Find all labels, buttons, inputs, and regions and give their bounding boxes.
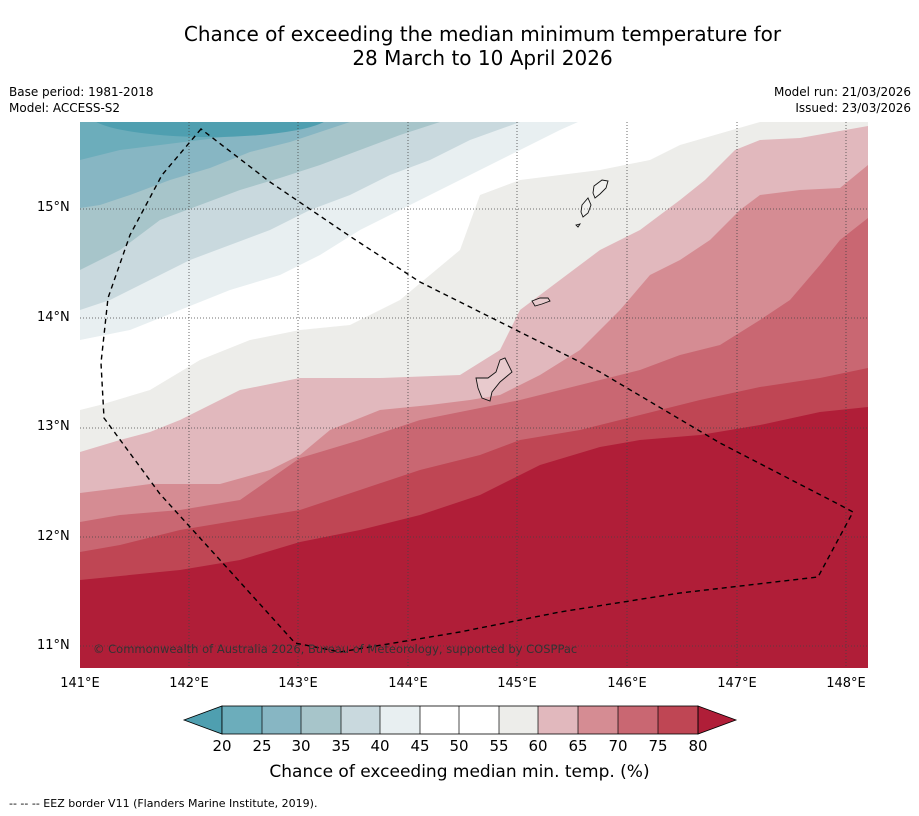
grid-lines (80, 122, 868, 668)
colorbar (182, 705, 738, 735)
colorbar-tick-label: 40 (370, 737, 390, 755)
island-tinian (580, 197, 592, 218)
colorbar-swatch-40-45 (380, 706, 420, 734)
island-aguijan (575, 223, 582, 228)
colorbar-tick-label: 75 (648, 737, 668, 755)
lon-tick-label: 147°E (717, 676, 757, 691)
band-below-20 (96, 122, 324, 137)
lon-tick-label: 142°E (169, 676, 209, 691)
colorbar-swatch-75-80 (658, 706, 698, 734)
colorbar-tick-label: 70 (608, 737, 628, 755)
colorbar-tick-label: 80 (688, 737, 708, 755)
colorbar-tick-label: 65 (568, 737, 588, 755)
lon-tick-label: 148°E (826, 676, 866, 691)
copyright-notice: © Commonwealth of Australia 2026, Bureau… (93, 642, 578, 656)
lat-tick-label: 14°N (37, 310, 70, 325)
eez-border (100, 128, 854, 653)
colorbar-tick-label: 30 (291, 737, 311, 755)
colorbar-tick-label: 60 (528, 737, 548, 755)
meta-right: Model run: 21/03/2026 Issued: 23/03/2026 (774, 84, 911, 116)
colorbar-swatch-45-50 (420, 706, 459, 734)
colorbar-title: Chance of exceeding median min. temp. (%… (269, 762, 650, 782)
lon-tick-label: 146°E (607, 676, 647, 691)
colorbar-tick-label: 25 (252, 737, 272, 755)
lat-tick-label: 11°N (37, 638, 70, 653)
model-name: Model: ACCESS-S2 (9, 101, 121, 115)
colorbar-tick-label: 50 (449, 737, 469, 755)
colorbar-swatch-60-65 (538, 706, 578, 734)
colorbar-swatch-30-35 (301, 706, 341, 734)
colorbar-tick-label: 20 (212, 737, 232, 755)
meta-left: Base period: 1981-2018 Model: ACCESS-S2 (9, 84, 154, 116)
colorbar-swatch-65-70 (578, 706, 618, 734)
colorbar-tick-label: 45 (410, 737, 430, 755)
lon-tick-label: 144°E (388, 676, 428, 691)
lat-tick-label: 12°N (37, 529, 70, 544)
colorbar-outline (221, 705, 699, 735)
islands (475, 179, 609, 402)
lat-tick-label: 15°N (37, 200, 70, 215)
colorbar-swatch-55-60 (499, 706, 538, 734)
colorbar-tick-label: 35 (331, 737, 351, 755)
island-guam (475, 357, 513, 402)
title-line-2: 28 March to 10 April 2026 (352, 46, 613, 70)
lon-tick-label: 141°E (60, 676, 100, 691)
lat-tick-label: 13°N (37, 419, 70, 434)
lon-tick-label: 145°E (497, 676, 537, 691)
eez-footnote: -- -- -- EEZ border V11 (Flanders Marine… (9, 797, 318, 810)
issued-date: Issued: 23/03/2026 (795, 101, 911, 115)
colorbar-swatch-70-75 (618, 706, 658, 734)
map-panel (80, 122, 868, 668)
colorbar-swatch-20-25 (222, 706, 262, 734)
colorbar-dividers (261, 706, 659, 734)
colorbar-extend-low (182, 705, 223, 735)
colorbar-tick-label: 55 (489, 737, 509, 755)
title-line-1: Chance of exceeding the median minimum t… (183, 22, 782, 46)
colorbar-swatch-35-40 (341, 706, 380, 734)
island-rota (531, 297, 551, 307)
island-saipan (592, 179, 609, 199)
colorbar-swatch-25-30 (262, 706, 301, 734)
colorbar-swatch-50-55 (459, 706, 499, 734)
chart-title: Chance of exceeding the median minimum t… (0, 22, 919, 70)
base-period: Base period: 1981-2018 (9, 85, 154, 99)
lon-tick-label: 143°E (278, 676, 318, 691)
model-run: Model run: 21/03/2026 (773, 85, 911, 99)
colorbar-extend-high (697, 705, 738, 735)
